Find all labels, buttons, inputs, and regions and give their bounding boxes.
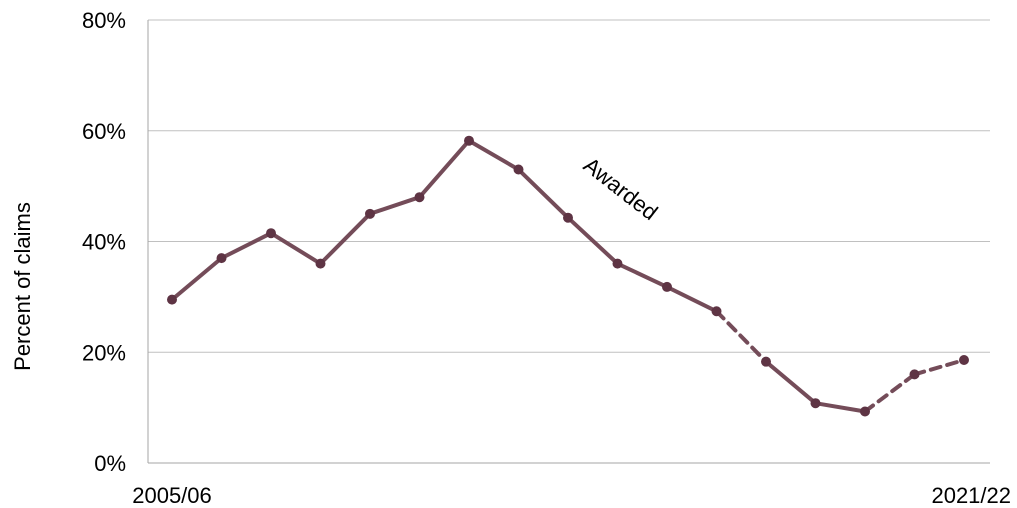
data-point (414, 192, 425, 203)
y-tick-label: 40% (82, 230, 126, 255)
series-segment (665, 284, 719, 314)
series-segment (764, 359, 818, 406)
data-point (315, 258, 326, 269)
series-segment (863, 372, 917, 414)
y-tick-label: 0% (94, 451, 126, 476)
data-point (612, 258, 623, 269)
y-tick-label: 60% (82, 119, 126, 144)
series-segment (615, 261, 669, 289)
data-point (216, 253, 227, 264)
series-segment (516, 167, 570, 220)
data-point (563, 212, 573, 223)
data-point (662, 281, 672, 292)
series-segment (912, 358, 966, 377)
series-segment (813, 401, 867, 414)
data-point (167, 294, 177, 305)
series-segment (566, 215, 620, 266)
series-segment (368, 195, 422, 216)
data-point (266, 228, 276, 239)
series-awarded (167, 135, 969, 417)
gridlines (147, 19, 990, 464)
x-tick-label: 2005/06 (132, 483, 212, 508)
series-segment (318, 211, 372, 266)
data-point (761, 356, 771, 367)
x-tick-label: 2021/22 (931, 483, 1011, 508)
data-point (860, 406, 870, 417)
y-axis-label: Percent of claims (10, 202, 35, 371)
y-tick-label: 80% (82, 8, 126, 33)
annotation-awarded: Awarded (579, 152, 663, 225)
series-segment (467, 138, 521, 172)
series-segment (219, 231, 273, 261)
data-point (909, 369, 920, 380)
series-segment (170, 256, 224, 302)
y-tick-label: 20% (82, 340, 126, 365)
data-point (959, 355, 969, 366)
data-point (464, 135, 474, 146)
series-segment (269, 231, 323, 266)
x-axis-ticks: 2005/06 2021/22 (132, 483, 1011, 508)
data-point (513, 164, 524, 175)
data-point (711, 306, 722, 317)
data-point (810, 398, 821, 409)
series-segment (714, 309, 768, 364)
series-segment (417, 138, 471, 200)
y-axis-ticks: 0% 20% 40% 60% 80% (82, 8, 126, 476)
data-point (365, 208, 375, 219)
